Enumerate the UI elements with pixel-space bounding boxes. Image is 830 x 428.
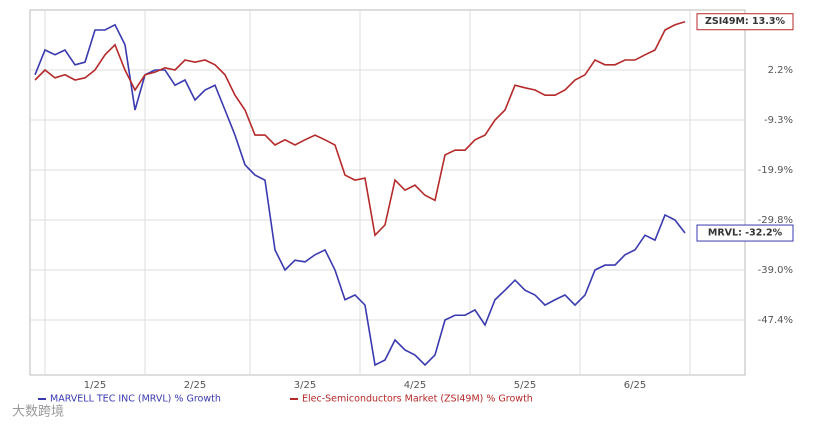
y-tick-label: -9.3% [764,115,793,126]
x-tick-label: 6/25 [624,380,646,391]
y-tick-label: -29.8% [758,215,793,226]
end-label-box [696,224,794,242]
y-tick-label: -39.0% [758,265,793,276]
y-tick-label: 2.2% [768,65,793,76]
plot-area [29,9,746,376]
legend-label: MARVELL TEC INC (MRVL) % Growth [50,394,221,405]
series-line [34,20,686,237]
y-tick-label: -47.4% [758,315,793,326]
end-label: ZSI49M: 13.3% [705,16,785,27]
x-tick-label: 4/25 [404,380,426,391]
x-tick-label: 5/25 [514,380,536,391]
x-tick-label: 3/25 [294,380,316,391]
watermark: 大数跨境 [12,405,64,420]
legend-label: Elec-Semiconductors Market (ZSI49M) % Gr… [302,394,533,405]
end-label-box [696,13,794,31]
y-tick-label: -19.9% [758,165,793,176]
x-tick-label: 1/25 [84,380,106,391]
series-line [34,23,686,367]
x-tick-label: 2/25 [184,380,206,391]
end-label: MRVL: -32.2% [708,228,783,239]
